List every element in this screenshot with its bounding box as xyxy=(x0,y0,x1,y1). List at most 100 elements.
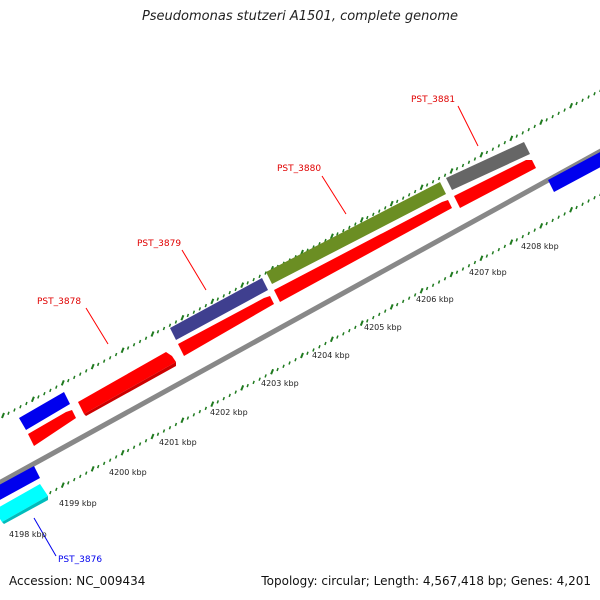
inner-scale-tick xyxy=(575,205,578,210)
inner-scale-tick xyxy=(198,409,202,414)
blue-gene-upper-left[interactable] xyxy=(19,392,70,430)
outer-scale-tick xyxy=(204,303,208,308)
outer-scale-tick xyxy=(359,217,364,223)
map-title: Pseudomonas stutzeri A1501, complete gen… xyxy=(141,9,459,24)
inner-scale-tick xyxy=(378,312,381,317)
outer-scale-tick xyxy=(575,101,578,106)
inner-scale-tick xyxy=(359,320,364,326)
outer-scale-tick xyxy=(126,346,130,350)
outer-scale-tick xyxy=(533,124,536,129)
blue-gene-right[interactable] xyxy=(548,150,600,192)
inner-scale-tick xyxy=(419,287,424,294)
outer-scale-tick xyxy=(162,326,166,331)
outer-scale-tick xyxy=(13,408,16,412)
outer-scale-tick xyxy=(563,108,566,112)
inner-scale-tick xyxy=(533,228,536,232)
accession-text: Accession: NC_009434 xyxy=(9,574,146,588)
red-cds-pst-3881[interactable] xyxy=(454,160,536,208)
scale-label-4204: 4204 kbp xyxy=(312,351,350,360)
outer-scale-tick xyxy=(479,151,484,158)
inner-scale-tick xyxy=(329,336,334,343)
scale-label-4203: 4203 kbp xyxy=(261,379,299,388)
outer-scale-tick xyxy=(449,168,454,174)
inner-scale-tick xyxy=(497,247,501,252)
scale-label-4205: 4205 kbp xyxy=(364,323,402,332)
outer-scale-tick xyxy=(395,199,399,204)
outer-scale-tick xyxy=(401,196,405,200)
outer-scale-tick xyxy=(515,134,518,138)
inner-scale-tick xyxy=(60,482,65,488)
outer-scale-tick xyxy=(473,157,477,161)
outer-scale-tick xyxy=(67,378,70,383)
outer-scale-tick xyxy=(551,114,554,119)
outer-scale-tick xyxy=(545,118,548,122)
inner-scale-tick xyxy=(73,477,76,482)
outer-scale-tick xyxy=(222,294,225,298)
gray-gene-pst-3881[interactable] xyxy=(446,142,530,190)
outer-scale-tick xyxy=(246,281,249,285)
inner-scale-tick xyxy=(120,449,125,456)
outer-scale-tick xyxy=(467,160,471,164)
outer-scale-tick xyxy=(372,212,375,217)
inner-scale-tick xyxy=(437,280,441,284)
callout-pst-3876 xyxy=(33,517,57,557)
inner-scale-tick xyxy=(425,286,429,291)
inner-scale-tick xyxy=(186,416,190,420)
outer-scale-tick xyxy=(354,222,357,226)
inner-scale-tick xyxy=(216,400,219,404)
red-cds-shadow xyxy=(84,362,176,416)
red-cds-pst-3880[interactable] xyxy=(274,200,452,302)
inner-scale-tick xyxy=(413,293,417,297)
outer-scale-ticks xyxy=(1,89,600,419)
inner-scale-tick xyxy=(557,215,560,219)
outer-scale-tick xyxy=(49,388,52,393)
outer-scale-tick xyxy=(264,271,267,275)
outer-scale-tick xyxy=(581,98,584,103)
inner-scale-tick xyxy=(246,383,249,388)
inner-scale-tick xyxy=(467,264,471,268)
outer-scale-tick xyxy=(455,167,459,171)
outer-scale-tick xyxy=(461,163,465,168)
outer-scale-tick xyxy=(90,363,95,370)
red-cds-pst-3879[interactable] xyxy=(178,296,274,356)
outer-scale-tick xyxy=(491,147,495,151)
outer-scale-tick xyxy=(384,206,387,210)
red-cds-pst-3878[interactable] xyxy=(78,352,176,414)
inner-scale-tick xyxy=(551,218,554,223)
inner-scale-tick xyxy=(348,328,351,333)
outer-scale-tick xyxy=(210,298,215,305)
outer-scale-tick xyxy=(539,119,544,125)
label-pst-3881: PST_3881 xyxy=(411,95,455,105)
outer-scale-tick xyxy=(186,313,190,318)
outer-scale-tick xyxy=(102,359,106,363)
inner-scale-tick xyxy=(126,448,130,453)
outer-scale-tick xyxy=(180,314,185,321)
inner-scale-tick xyxy=(539,223,544,229)
outer-scale-tick xyxy=(198,307,202,311)
navy-gene-pst-3879[interactable] xyxy=(170,278,268,340)
inner-scale-tick xyxy=(324,341,327,346)
inner-scale-tick xyxy=(449,271,454,278)
olive-gene-pst-3880[interactable] xyxy=(266,182,446,284)
cyan-gene-pst-3876[interactable] xyxy=(0,484,48,522)
inner-scale-tick xyxy=(354,325,357,330)
outer-scale-tick xyxy=(79,372,82,376)
inner-scale-tick xyxy=(258,377,261,381)
inner-scale-tick xyxy=(144,439,148,443)
inner-scale-tick xyxy=(180,417,185,424)
outer-scale-tick xyxy=(132,343,136,347)
inner-scale-ticks xyxy=(1,193,600,521)
outer-scale-tick xyxy=(108,356,112,360)
inner-scale-tick xyxy=(312,348,315,352)
inner-scale-tick xyxy=(282,364,285,368)
inner-scale-tick xyxy=(174,422,178,427)
red-cds-1[interactable] xyxy=(28,410,76,446)
inner-scale-tick xyxy=(150,433,155,440)
scale-label-4201: 4201 kbp xyxy=(159,438,197,447)
callout-pst-3879 xyxy=(181,249,207,291)
scale-label-4198: 4198 kbp xyxy=(9,530,47,539)
blue-gene-lower-left[interactable] xyxy=(0,466,40,502)
callout-pst-3881 xyxy=(457,105,479,147)
inner-scale-tick xyxy=(138,442,142,446)
inner-scale-tick xyxy=(479,255,484,262)
